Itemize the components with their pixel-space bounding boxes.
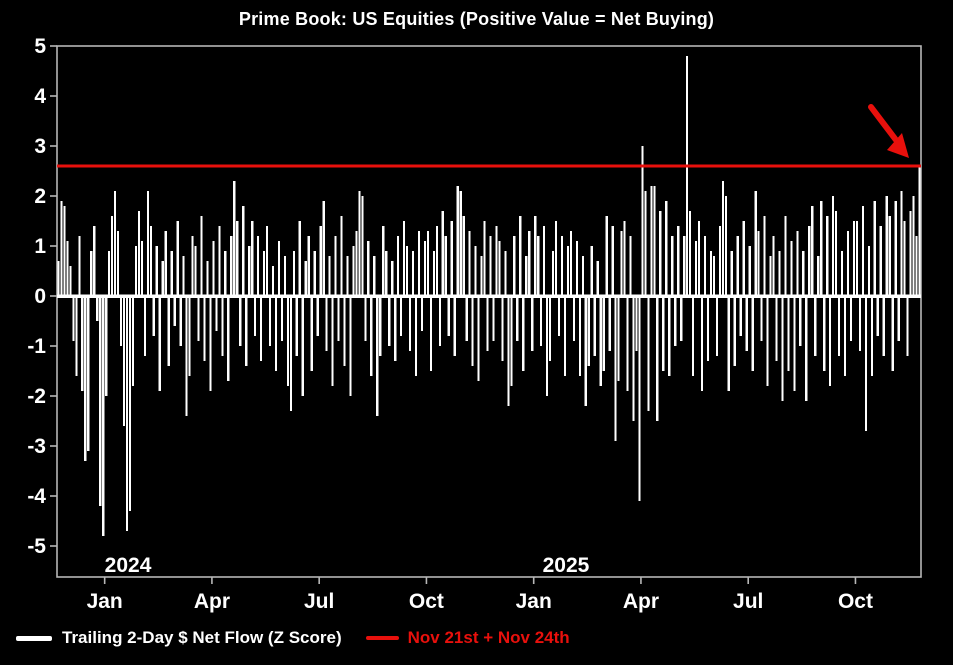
- svg-text:Apr: Apr: [194, 590, 230, 613]
- chart-title: Prime Book: US Equities (Positive Value …: [238, 9, 715, 29]
- svg-text:2024: 2024: [105, 554, 152, 577]
- svg-text:2025: 2025: [543, 554, 590, 577]
- y-axis-ticks: 5 4 3 2 1 0 -1 -2 -3 -4 -5: [27, 35, 57, 558]
- legend-reference-label: Nov 21st + Nov 24th: [407, 628, 570, 647]
- year-labels: 2024 2025: [105, 554, 590, 577]
- x-axis-ticks: Jan Apr Jul Oct Jan Apr Jul Oct: [87, 577, 873, 613]
- svg-text:Jan: Jan: [87, 590, 123, 613]
- bars-series: [57, 56, 921, 536]
- svg-text:0: 0: [34, 285, 46, 308]
- plot-area: 5 4 3 2 1 0 -1 -2 -3 -4 -5 Jan Apr Jul Oct Jan Apr Jul Oct…: [27, 35, 922, 613]
- legend-series-label: Trailing 2-Day $ Net Flow (Z Score): [62, 628, 342, 647]
- svg-text:-1: -1: [27, 335, 46, 358]
- svg-text:-5: -5: [27, 535, 46, 558]
- svg-text:-3: -3: [27, 435, 46, 458]
- svg-text:Jan: Jan: [516, 590, 552, 613]
- svg-text:1: 1: [34, 235, 46, 258]
- svg-text:4: 4: [34, 85, 46, 108]
- svg-text:Apr: Apr: [623, 590, 659, 613]
- svg-text:3: 3: [34, 135, 46, 158]
- svg-text:5: 5: [34, 35, 46, 58]
- svg-text:2: 2: [34, 185, 46, 208]
- legend-white-line-swatch: [16, 635, 52, 641]
- svg-text:Jul: Jul: [304, 590, 334, 613]
- red-arrow-icon: [868, 104, 909, 158]
- legend: Trailing 2-Day $ Net Flow (Z Score) Nov …: [16, 622, 570, 654]
- svg-text:Oct: Oct: [838, 590, 873, 613]
- svg-text:-4: -4: [27, 485, 46, 508]
- svg-text:Jul: Jul: [733, 590, 763, 613]
- svg-text:-2: -2: [27, 385, 46, 408]
- plot-frame: [56, 45, 922, 578]
- svg-text:Oct: Oct: [409, 590, 444, 613]
- legend-red-line-swatch: [365, 636, 399, 640]
